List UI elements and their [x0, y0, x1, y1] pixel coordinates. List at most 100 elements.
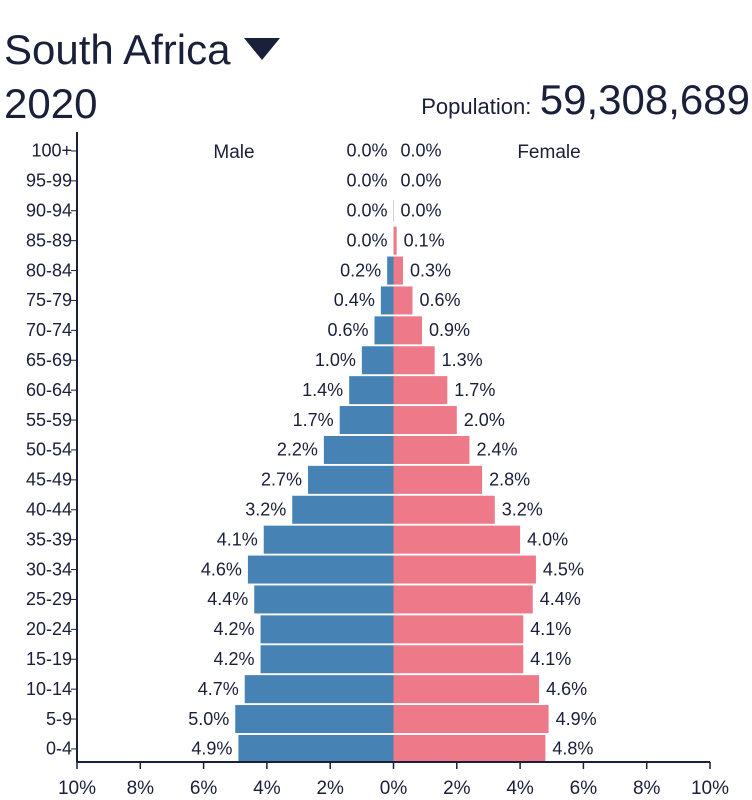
- age-group-label: 65-69: [26, 350, 72, 370]
- female-value-label: 4.0%: [527, 529, 568, 549]
- female-value-label: 2.8%: [489, 470, 530, 490]
- male-value-label: 4.2%: [214, 649, 255, 669]
- age-group-label: 0-4: [46, 739, 72, 759]
- male-value-label: 0.6%: [327, 320, 368, 340]
- female-bar: [393, 406, 457, 435]
- female-value-label: 0.6%: [419, 290, 460, 310]
- x-tick-label: 2%: [443, 778, 471, 799]
- x-tick-label: 10%: [691, 778, 729, 799]
- female-value-label: 2.4%: [476, 440, 517, 460]
- age-group-label: 90-94: [26, 201, 72, 221]
- male-value-label: 4.9%: [191, 739, 232, 759]
- age-group-label: 5-9: [46, 709, 72, 729]
- male-value-label: 4.6%: [201, 559, 242, 579]
- male-bar: [349, 376, 394, 405]
- male-bar: [260, 645, 394, 674]
- female-bar: [393, 435, 470, 464]
- x-tick-label: 4%: [253, 778, 281, 799]
- age-group-label: 30-34: [26, 559, 72, 579]
- female-value-label: 1.3%: [442, 350, 483, 370]
- male-bar: [254, 585, 394, 614]
- age-group-label: 20-24: [26, 619, 72, 639]
- male-bar: [308, 465, 394, 494]
- x-tick-label: 8%: [633, 778, 661, 799]
- male-bar: [323, 435, 394, 464]
- male-value-label: 4.2%: [214, 619, 255, 639]
- age-group-label: 100+: [31, 141, 72, 161]
- country-selector[interactable]: South Africa: [4, 22, 281, 78]
- female-value-label: 0.0%: [401, 201, 442, 221]
- population-readout: Population: 59,308,689: [421, 76, 750, 124]
- female-bar: [393, 376, 448, 405]
- age-group-label: 70-74: [26, 320, 72, 340]
- female-bar: [393, 734, 546, 763]
- female-bar: [393, 615, 524, 644]
- x-tick-label: 2%: [316, 778, 344, 799]
- male-bar: [292, 495, 394, 524]
- age-group-label: 55-59: [26, 410, 72, 430]
- x-tick-label: 8%: [127, 778, 155, 799]
- x-tick-label: 10%: [58, 778, 96, 799]
- age-group-label: 75-79: [26, 290, 72, 310]
- male-value-label: 0.0%: [346, 141, 387, 161]
- x-tick-label: 6%: [190, 778, 218, 799]
- male-value-label: 5.0%: [188, 709, 229, 729]
- male-value-label: 2.2%: [277, 440, 318, 460]
- female-value-label: 0.0%: [401, 141, 442, 161]
- male-value-label: 0.0%: [346, 171, 387, 191]
- year-label: 2020: [4, 80, 98, 127]
- male-bar: [263, 525, 394, 554]
- age-group-label: 95-99: [26, 171, 72, 191]
- male-value-label: 1.7%: [293, 410, 334, 430]
- age-group-label: 40-44: [26, 500, 72, 520]
- female-bar: [393, 256, 403, 285]
- male-value-label: 4.1%: [217, 529, 258, 549]
- female-bar: [393, 675, 540, 704]
- male-value-label: 0.0%: [346, 201, 387, 221]
- female-value-label: 4.6%: [546, 679, 587, 699]
- female-value-label: 2.0%: [464, 410, 505, 430]
- female-bar: [393, 316, 422, 345]
- male-bar: [361, 346, 394, 375]
- male-bar: [247, 555, 394, 584]
- dropdown-caret-icon[interactable]: [244, 37, 281, 60]
- female-value-label: 4.5%: [543, 559, 584, 579]
- male-value-label: 0.2%: [340, 260, 381, 280]
- male-bar: [260, 615, 394, 644]
- female-bar: [393, 346, 435, 375]
- male-bar: [380, 286, 394, 315]
- female-value-label: 3.2%: [502, 500, 543, 520]
- age-group-label: 80-84: [26, 260, 72, 280]
- male-value-label: 4.4%: [207, 589, 248, 609]
- female-bar: [393, 525, 521, 554]
- female-value-label: 4.9%: [556, 709, 597, 729]
- female-value-label: 4.1%: [530, 649, 571, 669]
- male-value-label: 0.4%: [334, 290, 375, 310]
- female-value-label: 0.0%: [401, 171, 442, 191]
- male-bar: [244, 675, 394, 704]
- female-value-label: 4.4%: [540, 589, 581, 609]
- male-bar: [238, 734, 394, 763]
- female-bar: [393, 495, 495, 524]
- male-value-label: 1.4%: [302, 380, 343, 400]
- age-group-label: 45-49: [26, 470, 72, 490]
- age-group-label: 35-39: [26, 529, 72, 549]
- female-bar: [393, 585, 533, 614]
- male-bar: [339, 406, 394, 435]
- female-value-label: 0.3%: [410, 260, 451, 280]
- legend-male: Male: [213, 142, 254, 163]
- age-group-label: 85-89: [26, 230, 72, 250]
- population-label: Population:: [421, 94, 532, 119]
- age-group-label: 60-64: [26, 380, 72, 400]
- age-group-label: 25-29: [26, 589, 72, 609]
- age-group-label: 50-54: [26, 440, 72, 460]
- female-value-label: 0.1%: [404, 230, 445, 250]
- country-name: South Africa: [4, 26, 231, 73]
- female-bar: [393, 286, 413, 315]
- population-value: 59,308,689: [539, 76, 750, 123]
- female-bar: [393, 465, 483, 494]
- female-bar: [393, 226, 397, 255]
- female-bar: [393, 555, 536, 584]
- male-value-label: 0.0%: [346, 230, 387, 250]
